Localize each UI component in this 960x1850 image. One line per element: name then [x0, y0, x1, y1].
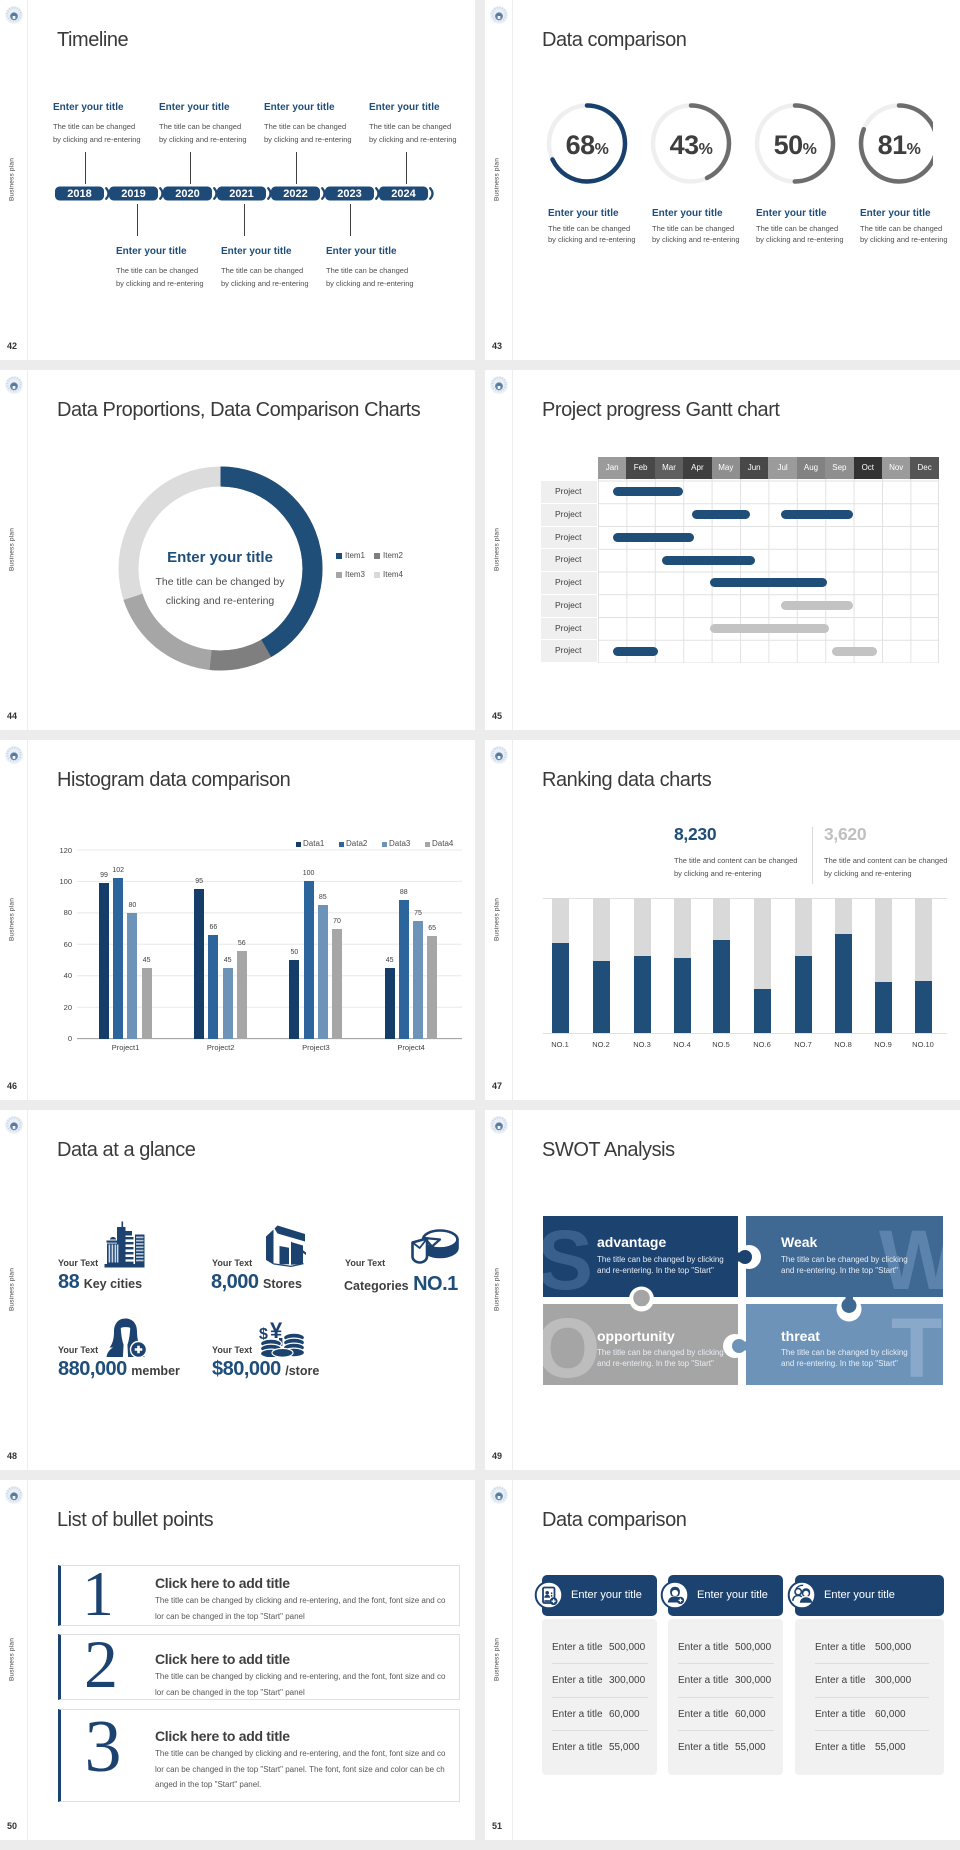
svg-text:S: S [543, 1216, 593, 1307]
svg-text:W: W [879, 1216, 943, 1307]
svg-text:$: $ [259, 1326, 268, 1343]
svg-text:O: O [543, 1301, 600, 1385]
svg-text:¥: ¥ [270, 1318, 283, 1343]
svg-text:T: T [891, 1301, 942, 1385]
